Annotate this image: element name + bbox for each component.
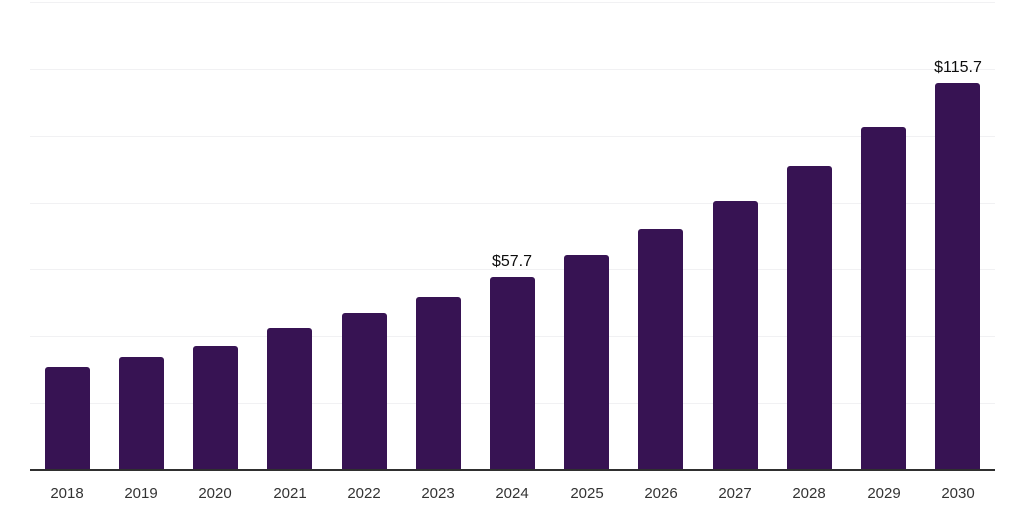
x-tick-label-2018: 2018 [50,485,84,502]
x-axis-line [30,469,995,471]
x-tick-label-2027: 2027 [718,485,752,502]
bar-2028 [787,166,832,470]
bar-value-label-2030: $115.7 [934,59,982,76]
gridline-y-120 [30,69,995,70]
bar-2019 [119,357,164,470]
bar-2021 [267,328,312,470]
x-tick-label-2029: 2029 [867,485,901,502]
bar-2018 [45,367,90,470]
x-tick-label-2024: 2024 [495,485,529,502]
bar-2023 [416,297,461,470]
bar-2020 [193,346,238,470]
x-tick-label-2019: 2019 [124,485,158,502]
bar-value-label-2024: $57.7 [491,253,533,270]
bar-2027 [713,201,758,470]
bar-2025 [564,255,609,470]
bar-2030 [935,83,980,470]
x-tick-label-2030: 2030 [941,485,975,502]
x-tick-label-2026: 2026 [644,485,678,502]
gridline-y-80 [30,203,995,204]
bar-2026 [638,229,683,470]
x-tick-label-2020: 2020 [198,485,232,502]
x-tick-label-2025: 2025 [570,485,604,502]
bar-2024 [490,277,535,470]
x-tick-label-2023: 2023 [421,485,455,502]
bar-2029 [861,127,906,470]
gridline-y-60 [30,269,995,270]
x-tick-label-2022: 2022 [347,485,381,502]
x-tick-label-2021: 2021 [273,485,307,502]
x-tick-label-2028: 2028 [792,485,826,502]
gridline-y-100 [30,136,995,137]
gridline-y-140 [30,2,995,3]
bar-2022 [342,313,387,470]
